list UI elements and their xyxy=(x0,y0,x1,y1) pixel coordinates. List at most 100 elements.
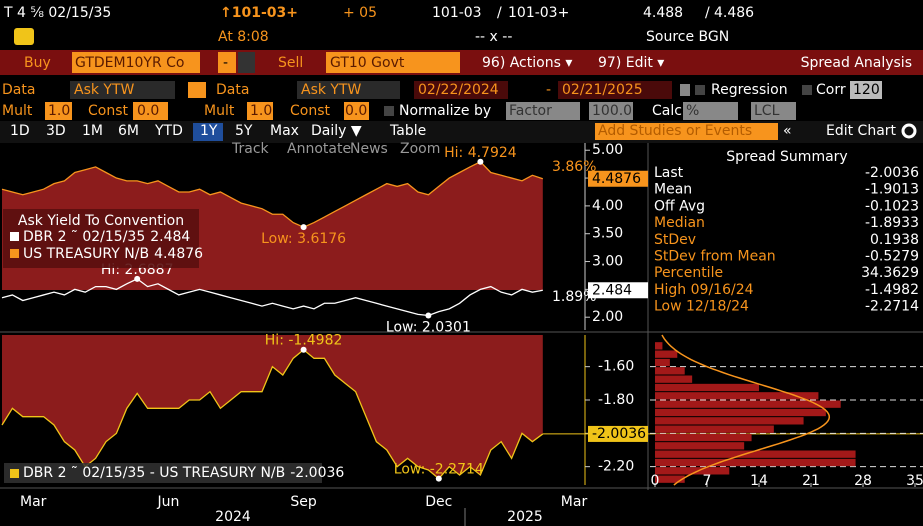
x-tick-label: Sep xyxy=(290,494,317,510)
legend-entry: DBR 2 ˜ 02/15/35 2.484 xyxy=(23,229,190,245)
calc: Calc xyxy=(652,103,682,119)
summary-value: 0.1938 xyxy=(870,232,919,248)
dropdown[interactable] xyxy=(344,102,369,120)
change-label: 3.86% xyxy=(552,159,596,175)
last-value-box xyxy=(588,170,648,187)
extreme-label: Low: 2.0301 xyxy=(386,320,471,336)
buy-input[interactable] xyxy=(72,52,200,73)
field: Ask YTW xyxy=(301,82,362,98)
dropdown[interactable] xyxy=(133,102,168,120)
histogram-bar xyxy=(655,342,663,350)
extreme-marker xyxy=(300,346,307,353)
summary-value: 34.3629 xyxy=(861,265,919,281)
checkbox[interactable] xyxy=(802,85,812,95)
alert-icon[interactable] xyxy=(14,28,34,45)
dropdown[interactable] xyxy=(70,81,175,99)
y-tick-label: 2.00 xyxy=(592,309,623,325)
dropdown[interactable] xyxy=(589,102,633,120)
calc-value: % xyxy=(686,103,699,119)
regression: Regression xyxy=(711,82,788,98)
page-title: Spread Analysis xyxy=(801,55,912,71)
period-button[interactable]: Max xyxy=(270,123,299,139)
checkbox[interactable] xyxy=(384,106,394,116)
dropdown[interactable] xyxy=(247,102,273,120)
mult-label: Mult xyxy=(2,103,33,119)
legend-name: US TREASURY N/B xyxy=(23,246,149,262)
histogram-bar xyxy=(655,425,774,433)
table-button[interactable]: Table xyxy=(389,123,426,139)
period-button[interactable]: 1Y xyxy=(200,123,218,139)
summary-value: -1.9013 xyxy=(865,182,919,198)
legend-value: 2.484 xyxy=(150,229,190,245)
chart-tool[interactable]: Annotate xyxy=(287,141,351,157)
chart-tool[interactable]: Track xyxy=(231,141,270,157)
actions-menu[interactable]: 96) Actions ▾ xyxy=(482,55,572,71)
histogram-bar xyxy=(655,408,826,417)
x-tick-label: 21 xyxy=(802,473,820,489)
legend-entry: US TREASURY N/B 4.4876 xyxy=(23,246,203,262)
dropdown[interactable] xyxy=(45,102,72,120)
period-button[interactable]: 6M xyxy=(118,123,139,139)
studies-input[interactable] xyxy=(595,123,778,140)
mult-label: Mult xyxy=(204,103,235,119)
legend-entry: DBR 2 ˜ 02/15/35 - US TREASURY N/B -2.003… xyxy=(23,465,344,481)
dropdown[interactable] xyxy=(683,102,738,120)
edit-menu[interactable]: 97) Edit ▾ xyxy=(598,55,664,71)
dropdown[interactable] xyxy=(558,81,672,99)
x-group-label: 2024 xyxy=(215,509,251,525)
dropdown[interactable] xyxy=(751,102,796,120)
dropdown-arrow[interactable] xyxy=(238,52,255,73)
last-value: -2.0036 xyxy=(592,426,646,442)
confidence: LCL xyxy=(754,103,780,119)
dropdown[interactable] xyxy=(506,102,580,120)
active-period[interactable] xyxy=(193,123,223,141)
calendar-button[interactable] xyxy=(680,84,690,96)
checkbox[interactable] xyxy=(695,85,705,95)
summary-label: Percentile xyxy=(654,265,723,281)
histogram-bar xyxy=(655,375,693,383)
chart-tool[interactable]: Zoom xyxy=(400,141,440,157)
dropdown[interactable] xyxy=(850,81,882,99)
ask: 101-03+ xyxy=(508,5,569,21)
legend-swatch xyxy=(10,249,19,258)
x-tick-label: 0 xyxy=(651,473,660,489)
data-label: Data xyxy=(216,82,249,98)
settings-gear[interactable] xyxy=(901,123,917,139)
period-button[interactable]: 5Y xyxy=(235,123,253,139)
period-button[interactable]: YTD xyxy=(154,123,183,139)
collapse-button[interactable]: « xyxy=(783,123,792,139)
extreme-marker xyxy=(134,275,141,282)
dropdown[interactable] xyxy=(414,81,508,99)
sell-input[interactable] xyxy=(326,52,460,73)
legend-name: DBR 2 ˜ 02/15/35 - US TREASURY N/B xyxy=(23,465,285,481)
histogram-bar xyxy=(655,392,819,400)
period-button[interactable]: 1D xyxy=(10,123,30,139)
mult-value: 1.0 xyxy=(250,103,272,119)
corr-value: 120 xyxy=(853,82,880,98)
histogram-bar xyxy=(655,367,685,375)
legend-box xyxy=(3,209,199,268)
const-value: 0.0 xyxy=(137,103,159,119)
extreme-marker xyxy=(435,475,442,482)
extreme-label: Hi: -1.4982 xyxy=(265,333,343,349)
swap-button[interactable] xyxy=(188,82,206,98)
x-tick-label: Jun xyxy=(156,494,179,510)
period-button[interactable]: 1M xyxy=(82,123,103,139)
period-button[interactable]: 3D xyxy=(46,123,66,139)
summary-label: Median xyxy=(654,215,705,231)
edit-chart[interactable]: Edit Chart xyxy=(826,123,897,139)
buy-option[interactable] xyxy=(218,52,236,73)
y-tick-label: 4.00 xyxy=(592,198,623,214)
last-value: 4.4876 xyxy=(592,171,641,187)
summary-value: -0.1023 xyxy=(865,198,919,214)
extreme-label: Hi: 4.7924 xyxy=(444,145,517,161)
frequency[interactable]: Daily ▼ xyxy=(311,123,362,139)
series-line xyxy=(1,348,544,480)
dropdown[interactable] xyxy=(297,81,400,99)
chart-tool[interactable]: News xyxy=(350,141,388,157)
mid: -- x -- xyxy=(475,29,512,45)
bid: 101-03 xyxy=(432,5,482,21)
extreme-label: Low: 3.6176 xyxy=(261,231,346,247)
legend-name: DBR 2 ˜ 02/15/35 xyxy=(23,229,145,245)
y-tick-label: -2.20 xyxy=(598,459,634,475)
